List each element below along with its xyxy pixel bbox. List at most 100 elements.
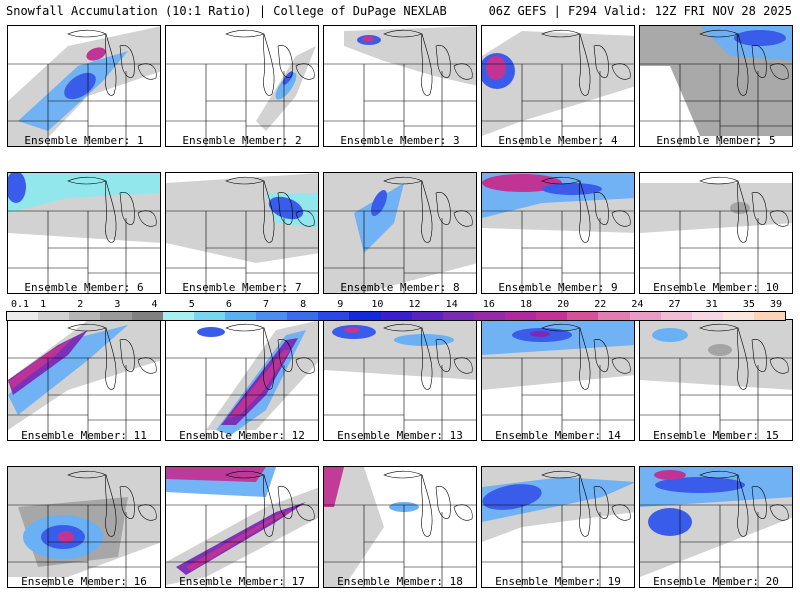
member-map-17 [165,466,319,588]
colorbar-swatch [131,312,163,320]
boundary-line [769,504,789,521]
snowfall-map-svg [324,467,476,587]
boundary-line [225,29,265,38]
boundary-line [137,504,157,521]
colorbar-swatch [38,312,70,320]
colorbar-tick-label: 5 [188,299,195,310]
boundary-line [751,45,767,78]
snow-core [530,331,550,337]
snow-core [362,36,374,42]
snowfall-map-svg [482,320,634,440]
member-map-5 [639,25,793,147]
snowfall-map-svg [640,467,792,587]
snow-field [166,467,266,482]
snowfall-map-svg [324,173,476,293]
snow-field [640,183,792,233]
colorbar-tick-label: 8 [300,299,307,310]
boundary-line [105,474,117,537]
boundary-line [263,474,275,537]
snow-field [186,509,296,571]
snow-field [8,325,128,415]
boundary-line [737,33,749,96]
boundary-line [453,63,473,80]
boundary-line [119,486,135,519]
colorbar-swatch [349,312,381,320]
boundary-line [295,210,315,227]
snowfall-map-svg [640,26,792,146]
boundary-line [579,474,591,537]
snowfall-map-svg [640,320,792,440]
snowfall-map-svg [8,467,160,587]
boundary-line [295,63,315,80]
member-label-11: Ensemble Member: 11 [21,429,147,442]
colorbar: 0.1 1 2 3 4 5 6 7 8 9 10 12 14 16 18 20 22 24 27 31 35 39 [6,299,786,321]
boundary-line [541,176,581,185]
snow-field [324,173,476,293]
snowfall-map-svg [8,173,160,293]
member-map-19 [481,466,635,588]
member-label-15: Ensemble Member: 15 [653,429,779,442]
boundary-line [611,63,631,80]
colorbar-tick-label: 22 [594,299,607,310]
snowfall-map-svg [166,173,318,293]
product-title: Snowfall Accumulation (10:1 Ratio) | Col… [6,4,447,18]
colorbar-swatch [7,312,39,320]
member-map-2 [165,25,319,147]
boundary-line [611,504,631,521]
snowfall-map-svg [8,320,160,440]
colorbar-swatch [536,312,568,320]
colorbar-swatch [691,312,723,320]
boundary-line [611,357,631,374]
boundary-line [383,29,423,38]
snow-core [655,477,745,493]
boundary-line [435,339,451,372]
colorbar-swatch [473,312,505,320]
member-map-13 [323,319,477,441]
colorbar-tick-label: 27 [668,299,681,310]
snow-field [8,338,73,388]
boundary-line [421,327,433,390]
colorbar-swatch [318,312,350,320]
colorbar-swatch [193,312,225,320]
snow-core [542,183,602,195]
colorbar-swatch [100,312,132,320]
snow-core [482,174,562,192]
colorbar-swatch [287,312,319,320]
boundary-line [119,192,135,225]
colorbar-tick-label: 7 [262,299,270,310]
snow-field [8,320,160,430]
boundary-line [67,323,107,332]
member-label-16: Ensemble Member: 16 [21,575,147,588]
snow-core [394,334,454,346]
member-map-10 [639,172,793,294]
snow-field [8,173,160,213]
boundary-line [579,180,591,243]
member-label-4: Ensemble Member: 4 [498,134,618,147]
boundary-line [611,210,631,227]
member-label-19: Ensemble Member: 19 [495,575,621,588]
colorbar-swatch [567,312,599,320]
boundary-line [383,176,423,185]
member-label-17: Ensemble Member: 17 [179,575,305,588]
snowfall-map-svg [324,320,476,440]
boundary-line [699,29,739,38]
snow-core [708,344,732,356]
member-label-1: Ensemble Member: 1 [24,134,144,147]
boundary-line [225,323,265,332]
colorbar-tick-label: 10 [371,299,384,310]
member-map-20 [639,466,793,588]
member-map-9 [481,172,635,294]
snow-core [275,72,297,100]
boundary-line [737,474,749,537]
snowfall-map-svg [8,26,160,146]
member-label-9: Ensemble Member: 9 [498,281,618,294]
colorbar-swatch [754,312,786,320]
boundary-line [263,327,275,390]
member-map-12 [165,319,319,441]
snow-field [324,467,384,587]
boundary-line [699,323,739,332]
member-label-8: Ensemble Member: 8 [340,281,460,294]
colorbar-swatch [629,312,661,320]
boundary-line [453,357,473,374]
snow-core [197,327,225,337]
